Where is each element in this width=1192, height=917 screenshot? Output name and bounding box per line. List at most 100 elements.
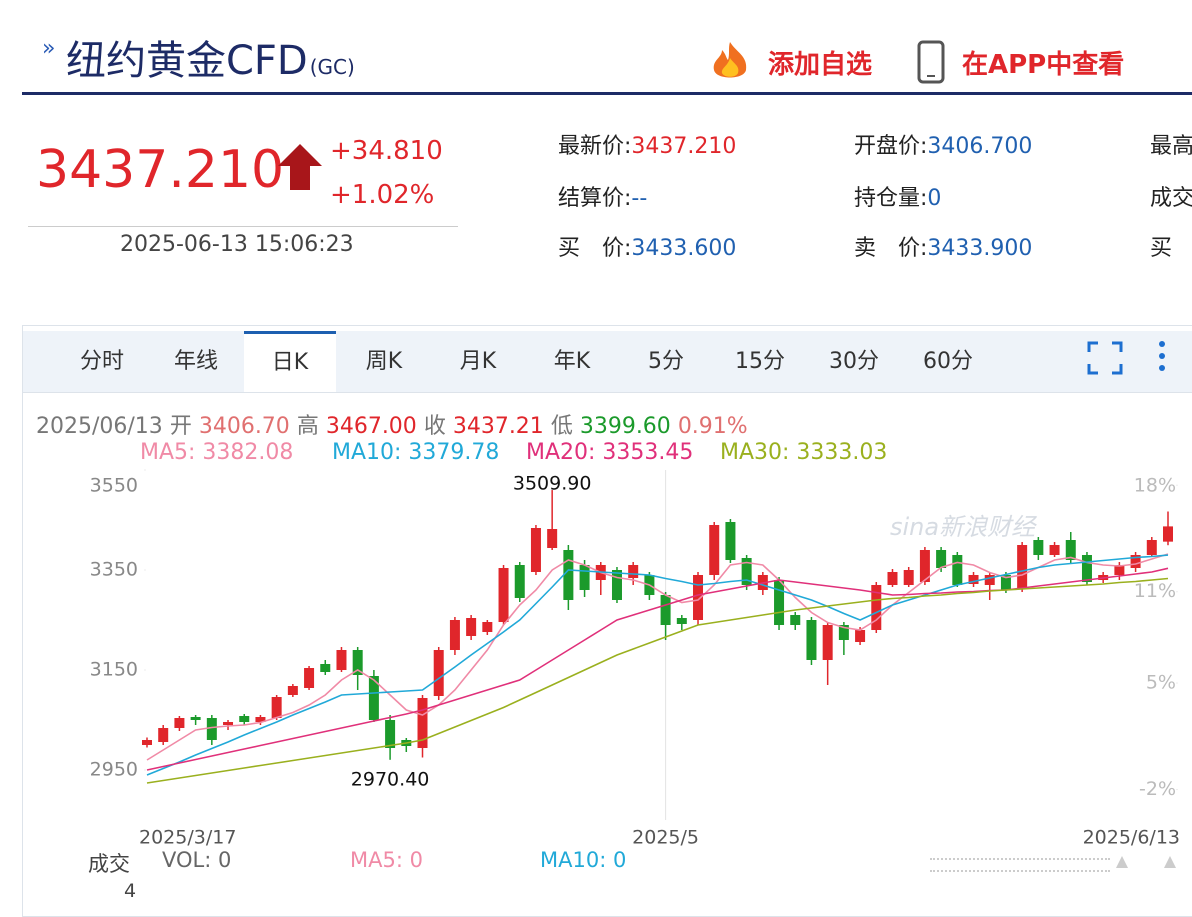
info-change: 0.91%	[677, 414, 748, 439]
candle-body	[190, 717, 201, 720]
candle-body	[725, 522, 736, 560]
candle-body	[871, 585, 882, 630]
period-tab[interactable]: 分时	[79, 349, 124, 374]
candle-body	[1130, 555, 1141, 568]
candle-body	[790, 615, 801, 625]
candle-body	[838, 625, 849, 640]
price-change: +34.810	[330, 136, 443, 166]
candle-body	[676, 618, 687, 624]
ma-line	[146, 553, 1169, 761]
candle-body	[1000, 575, 1011, 590]
ma-legend-entry: MA5: 3382.08	[140, 440, 294, 465]
quote-field: 开盘价:3406.700	[854, 128, 1032, 160]
period-tab[interactable]: 月K	[459, 349, 497, 374]
candle-body	[1146, 540, 1157, 555]
x-tick-label: 2025/3/17	[139, 827, 236, 849]
candle-body	[158, 728, 169, 742]
fullscreen-icon[interactable]	[1086, 340, 1124, 376]
view-app-button[interactable]: 在APP中查看	[962, 50, 1125, 80]
candle-body	[206, 718, 217, 740]
candle-body	[693, 575, 704, 620]
period-tab[interactable]: 60分	[923, 349, 973, 374]
candle-body	[579, 565, 590, 590]
candle-body	[287, 686, 298, 695]
phone-icon	[917, 40, 945, 84]
candle-body	[1114, 565, 1125, 575]
quote-field: 结算价:--	[558, 180, 647, 212]
flame-icon	[713, 42, 747, 78]
bullet-icon: »	[42, 36, 56, 61]
code-text: (GC)	[309, 55, 355, 79]
info-value: 3437.21	[452, 414, 544, 439]
candle-body	[1033, 540, 1044, 555]
field-label: 结算价:	[558, 186, 632, 211]
candle-body	[952, 555, 963, 585]
field-label: 最新价:	[558, 134, 632, 159]
quote-fields: 最新价:3437.210 开盘价:3406.700 最高 结算价:-- 持仓量:0 成交买…	[0, 0, 1192, 300]
candle-body	[498, 568, 509, 622]
field-label: 持仓量:	[854, 186, 928, 211]
field-value: 3437.210	[631, 134, 737, 159]
more-icon[interactable]	[1152, 338, 1172, 378]
candle-body	[417, 698, 428, 748]
x-tick-label: 2025/5	[632, 827, 699, 849]
volume-value: VOL: 0	[162, 848, 232, 872]
candle-body	[142, 740, 152, 745]
scroll-arrows[interactable]	[1112, 852, 1182, 872]
period-tab[interactable]: 5分	[648, 349, 684, 374]
quote-field: 买 价:3433.600	[558, 230, 736, 262]
quote-field: 最新价:3437.210	[558, 128, 736, 160]
candle-body	[239, 716, 250, 722]
field-label: 开盘价:	[854, 134, 928, 159]
candle-body	[547, 529, 558, 548]
candle-body	[709, 525, 720, 575]
add-watch-button[interactable]: 添加自选	[768, 50, 873, 80]
title-text: 纽约黄金CFD	[66, 38, 308, 84]
field-label: 最高	[1150, 134, 1192, 159]
field-value: 3433.900	[927, 236, 1033, 261]
candle-body	[368, 676, 379, 720]
quote-time: 2025-06-13 15:06:23	[120, 232, 354, 257]
quote-field: 持仓量:0	[854, 180, 941, 212]
y2-tick-label: 18%	[1134, 475, 1176, 497]
info-value: 3467.00	[325, 414, 417, 439]
candle-body	[855, 630, 866, 642]
info-value: 3406.70	[198, 414, 290, 439]
ma-line	[146, 567, 1169, 771]
period-tab[interactable]: 日K	[244, 331, 336, 392]
tab-bar	[23, 331, 1192, 393]
quote-field: 最高	[1150, 128, 1192, 160]
candle-body	[611, 570, 622, 600]
period-tab[interactable]: 年线	[173, 349, 218, 374]
y2-tick-label: 11%	[1134, 580, 1176, 602]
period-tab[interactable]: 15分	[735, 349, 785, 374]
candle-body	[1163, 526, 1173, 542]
info-label: 低	[550, 414, 573, 439]
quote-field: 买	[1150, 230, 1172, 262]
ohlc-info: 2025/06/13 开 3406.70 高 3467.00 收 3437.21…	[36, 408, 748, 440]
field-label: 买	[1150, 236, 1173, 261]
candle-body	[822, 625, 833, 660]
info-label: 高	[296, 414, 319, 439]
y2-tick-label: -2%	[1139, 778, 1176, 800]
candle-body	[660, 595, 671, 625]
period-tab[interactable]: 年K	[553, 349, 591, 374]
page-title: 纽约黄金CFD (GC)	[66, 28, 355, 86]
watermark: sina新浪财经	[890, 513, 1038, 541]
price-change-pct: +1.02%	[330, 180, 435, 210]
period-tab[interactable]: 30分	[829, 349, 879, 374]
candle-body	[968, 575, 979, 584]
candle-body	[1081, 555, 1092, 582]
header-rule	[22, 92, 1192, 95]
candle-body	[887, 572, 898, 585]
candle-body	[936, 550, 947, 568]
candle-body	[1049, 545, 1060, 555]
candle-body	[984, 575, 995, 585]
volume-ma5: MA5: 0	[350, 848, 423, 872]
field-label: 买 价:	[558, 236, 632, 261]
candle-body	[903, 570, 914, 585]
period-tab[interactable]: 周K	[365, 349, 403, 374]
candle-body	[336, 650, 347, 670]
